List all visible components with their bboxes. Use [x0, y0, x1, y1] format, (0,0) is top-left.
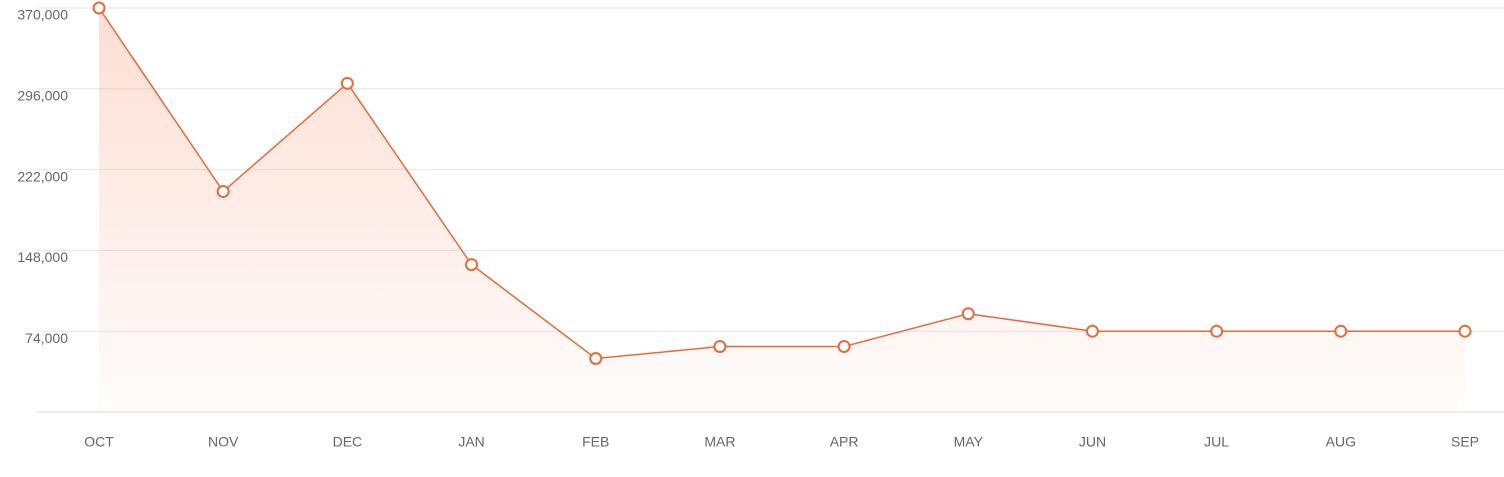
y-tick-label: 222,000 — [17, 168, 68, 184]
x-tick-label: OCT — [84, 434, 114, 450]
x-tick-label: NOV — [208, 434, 239, 450]
x-tick-label: JUL — [1204, 434, 1229, 450]
area — [99, 8, 1465, 412]
point — [713, 339, 727, 353]
point — [589, 351, 603, 365]
point — [1085, 324, 1099, 338]
point — [837, 339, 851, 353]
x-tick-label: DEC — [333, 434, 363, 450]
point — [1458, 324, 1472, 338]
y-tick-label: 370,000 — [17, 7, 68, 23]
x-tick-label: APR — [830, 434, 859, 450]
point — [465, 258, 479, 272]
y-tick-label: 148,000 — [17, 249, 68, 265]
point — [216, 184, 230, 198]
x-tick-label: MAY — [954, 434, 984, 450]
x-tick-label: FEB — [582, 434, 609, 450]
line — [98, 7, 1465, 360]
point — [92, 1, 106, 15]
point — [340, 76, 354, 90]
point — [1210, 324, 1224, 338]
y-tick-label: 296,000 — [17, 88, 68, 104]
x-tick-label: AUG — [1326, 434, 1356, 450]
x-tick-label: SEP — [1451, 434, 1479, 450]
y-tick-label: 74,000 — [25, 330, 68, 346]
x-tick-label: MAR — [704, 434, 735, 450]
point — [961, 307, 975, 321]
x-tick-label: JUN — [1079, 434, 1106, 450]
x-tick-label: JAN — [458, 434, 484, 450]
point — [1334, 324, 1348, 338]
